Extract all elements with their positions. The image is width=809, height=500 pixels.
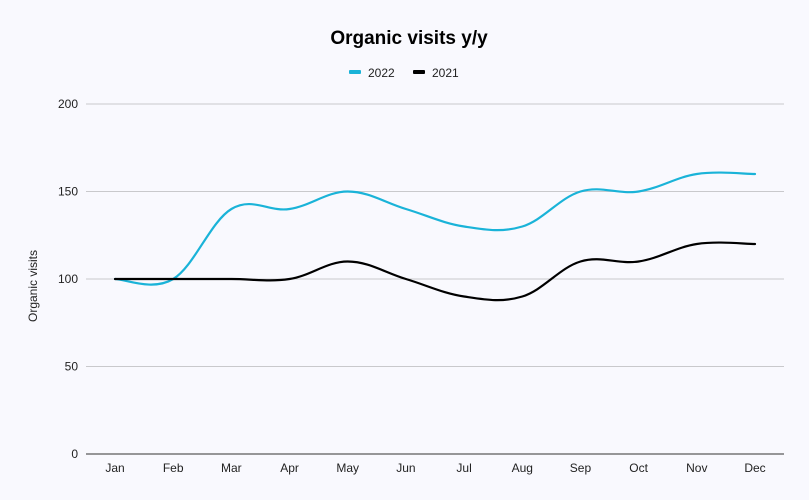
x-tick-label: Feb <box>163 461 184 475</box>
chart-title: Organic visits y/y <box>330 28 488 49</box>
y-tick-label: 200 <box>58 97 78 111</box>
y-tick-label: 100 <box>58 272 78 286</box>
x-tick-label: Jul <box>456 461 471 475</box>
legend-swatch <box>413 70 425 74</box>
x-tick-label: Oct <box>629 461 648 475</box>
x-tick-label: Jan <box>105 461 124 475</box>
series-line-2021 <box>113 241 757 302</box>
series-lines <box>113 171 757 302</box>
x-tick-label: Nov <box>686 461 707 475</box>
legend-entry-2021: 2021 <box>432 66 459 80</box>
y-tick-label: 150 <box>58 185 78 199</box>
y-tick-label: 50 <box>65 360 79 374</box>
y-tick-label: 0 <box>71 447 78 461</box>
x-tick-label: Sep <box>570 461 592 475</box>
x-tick-label: Apr <box>280 461 299 475</box>
legend: 2022 2021 <box>349 66 459 80</box>
x-tick-label: Jun <box>396 461 415 475</box>
x-tick-label: Dec <box>744 461 765 475</box>
x-tick-label: May <box>336 461 359 475</box>
legend-swatch <box>349 70 361 74</box>
x-tick-label: Aug <box>512 461 533 475</box>
y-axis-ticks: 0 50 100 150 200 <box>58 97 78 461</box>
y-axis-title: Organic visits <box>26 250 40 322</box>
x-axis-ticks: Jan Feb Mar Apr May Jun Jul Aug Sep Oct Nov Dec <box>105 461 765 475</box>
x-tick-label: Mar <box>221 461 242 475</box>
series-line-2022 <box>113 171 757 286</box>
legend-entry-2022: 2022 <box>368 66 395 80</box>
